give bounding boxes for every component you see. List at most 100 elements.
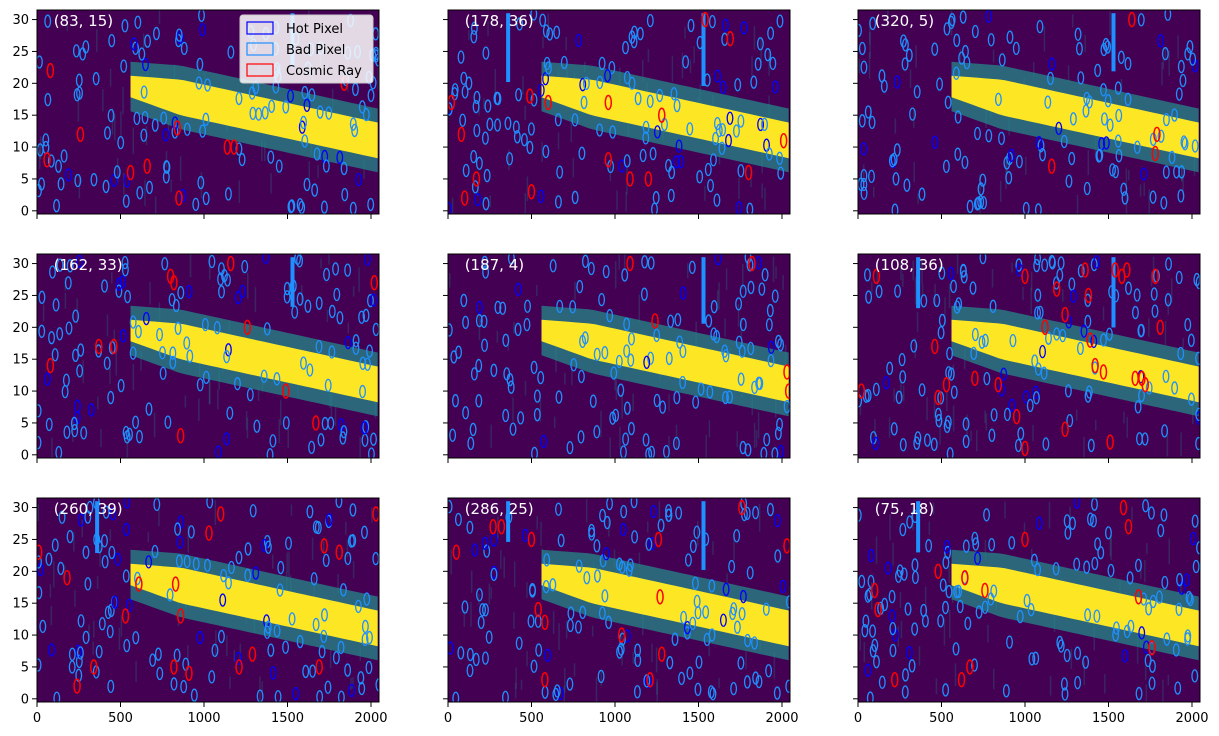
bad-pixel-marker xyxy=(103,356,111,370)
noise-streak xyxy=(1023,522,1026,534)
bad-pixel-marker xyxy=(675,506,683,520)
bad-pixel-marker xyxy=(895,569,902,583)
bad-pixel-marker xyxy=(333,287,341,302)
bad-pixel-marker xyxy=(1186,592,1194,607)
bad-pixel-marker xyxy=(1040,366,1048,380)
bad-pixel-marker xyxy=(537,370,545,385)
bad-pixel-marker xyxy=(64,276,72,290)
cosmic-ray-marker xyxy=(1106,434,1114,450)
noise-streak xyxy=(939,417,941,445)
bad-column xyxy=(1111,257,1116,328)
hot-pixel-marker xyxy=(579,78,587,92)
bad-pixel-marker xyxy=(244,542,252,556)
cosmic-ray-marker xyxy=(1153,126,1161,143)
cosmic-ray-marker xyxy=(90,659,98,675)
bad-pixel-marker xyxy=(455,345,463,359)
bad-pixel-marker xyxy=(593,539,601,553)
bad-pixel-marker xyxy=(76,364,84,378)
hot-pixel-marker xyxy=(602,547,610,561)
bad-pixel-marker xyxy=(246,387,254,402)
bad-pixel-marker xyxy=(1137,323,1145,338)
bad-pixel-marker xyxy=(322,553,330,567)
bad-pixel-marker xyxy=(339,583,347,597)
bad-pixel-marker xyxy=(869,644,877,658)
noise-streak xyxy=(254,287,257,313)
cosmic-ray-marker xyxy=(604,152,613,168)
hot-pixel-marker xyxy=(679,286,687,300)
hot-pixel-marker xyxy=(774,513,781,528)
bad-pixel-marker xyxy=(1031,354,1039,368)
bad-pixel-marker xyxy=(979,254,987,265)
bad-pixel-marker xyxy=(241,259,249,274)
cosmic-ray-marker xyxy=(626,171,634,187)
bad-pixel-marker xyxy=(316,690,324,702)
bad-pixel-marker xyxy=(977,182,985,196)
bad-pixel-marker xyxy=(575,620,582,634)
bad-pixel-marker xyxy=(530,10,538,21)
bad-pixel-marker xyxy=(506,152,514,166)
bad-pixel-marker xyxy=(1109,163,1116,177)
bad-pixel-marker xyxy=(261,106,269,120)
noise-streak xyxy=(450,549,453,575)
bad-pixel-marker xyxy=(1094,63,1102,78)
noise-streak xyxy=(38,143,41,159)
bad-pixel-marker xyxy=(913,85,921,99)
noise-streak xyxy=(217,389,219,410)
noise-streak xyxy=(564,668,566,693)
noise-streak xyxy=(572,157,575,178)
bad-pixel-marker xyxy=(535,643,543,657)
bad-pixel-marker xyxy=(187,525,195,539)
bad-pixel-marker xyxy=(657,518,665,533)
bad-pixel-marker xyxy=(642,433,650,447)
bad-pixel-marker xyxy=(524,299,531,313)
bad-pixel-marker xyxy=(351,123,359,138)
bad-pixel-marker xyxy=(1106,118,1114,132)
bad-pixel-marker xyxy=(721,344,729,358)
noise-streak xyxy=(708,639,710,657)
bad-pixel-marker xyxy=(156,327,164,342)
bad-pixel-marker xyxy=(945,584,953,599)
noise-streak xyxy=(948,283,951,309)
bad-pixel-marker xyxy=(264,540,272,554)
noise-streak xyxy=(132,127,135,155)
panel-label: (75, 18) xyxy=(875,500,934,518)
bad-pixel-marker xyxy=(659,400,667,414)
bad-pixel-marker xyxy=(981,333,989,348)
hot-pixel-marker xyxy=(779,579,787,594)
bad-pixel-marker xyxy=(332,651,340,665)
bad-pixel-marker xyxy=(359,384,367,399)
bad-pixel-marker xyxy=(785,679,790,693)
noise-streak xyxy=(1032,62,1035,78)
cosmic-ray-marker xyxy=(961,569,969,586)
bad-pixel-marker xyxy=(1165,257,1172,271)
bad-pixel-marker xyxy=(169,346,177,360)
bad-pixel-marker xyxy=(174,522,182,536)
hot-pixel-marker xyxy=(542,72,550,86)
noise-streak xyxy=(263,142,266,162)
bad-pixel-marker xyxy=(598,56,606,71)
bad-pixel-marker xyxy=(766,303,774,318)
noise-streak xyxy=(526,651,528,667)
hot-pixel-marker xyxy=(726,111,734,125)
bad-pixel-marker xyxy=(1074,646,1082,660)
bad-pixel-marker xyxy=(752,671,760,685)
bad-pixel-marker xyxy=(959,264,967,278)
noise-streak xyxy=(334,405,337,426)
bad-pixel-marker xyxy=(1047,71,1054,86)
bad-pixel-marker xyxy=(752,506,760,520)
noise-streak xyxy=(288,552,290,578)
hot-pixel-marker xyxy=(604,69,612,83)
bad-pixel-marker xyxy=(981,600,989,614)
bad-pixel-marker xyxy=(1120,182,1128,196)
x-tick-label: 1500 xyxy=(1092,711,1125,726)
bad-pixel-marker xyxy=(186,349,194,363)
noise-streak xyxy=(500,550,502,569)
bad-pixel-marker xyxy=(72,44,80,58)
bad-pixel-marker xyxy=(514,322,522,337)
bad-pixel-marker xyxy=(282,416,290,430)
noise-streak xyxy=(539,399,542,422)
bad-pixel-marker xyxy=(1115,108,1123,123)
noise-streak xyxy=(632,393,634,412)
bad-pixel-marker xyxy=(1125,281,1132,295)
noise-streak xyxy=(50,606,53,626)
